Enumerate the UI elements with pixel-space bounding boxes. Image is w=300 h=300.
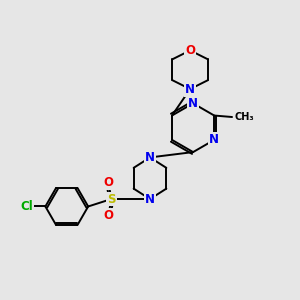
Text: N: N [185, 82, 195, 96]
Text: N: N [209, 134, 219, 146]
Text: O: O [185, 44, 195, 57]
Text: N: N [188, 97, 198, 110]
Text: CH₃: CH₃ [234, 112, 254, 122]
Text: Cl: Cl [21, 200, 33, 213]
Text: S: S [107, 193, 116, 206]
Text: N: N [145, 151, 155, 164]
Text: O: O [103, 209, 113, 222]
Text: N: N [145, 193, 155, 206]
Text: O: O [103, 176, 113, 189]
